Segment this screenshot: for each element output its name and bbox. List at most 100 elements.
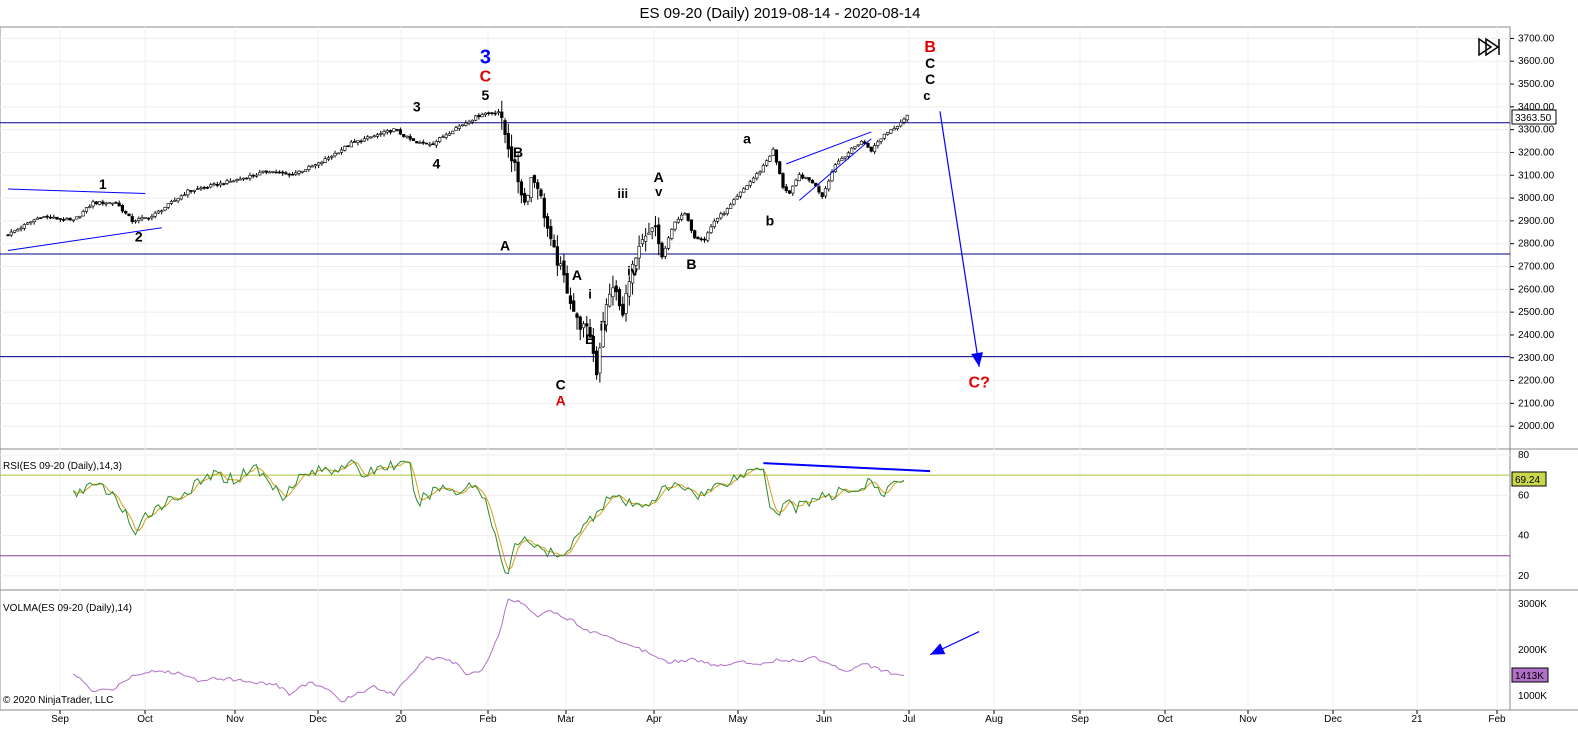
price-candle xyxy=(464,120,468,127)
price-candle xyxy=(326,155,331,162)
gridlines xyxy=(0,27,1510,710)
candle-body xyxy=(385,130,389,133)
wave-label: b xyxy=(766,212,775,228)
candle-body xyxy=(539,189,543,197)
wave-label: 5 xyxy=(482,87,490,103)
price-candle xyxy=(375,132,380,139)
price-candle xyxy=(333,150,337,158)
last-price-badge: 3363.50 xyxy=(1511,109,1557,125)
price-candle xyxy=(173,197,177,202)
price-candle xyxy=(787,190,792,194)
price-candle xyxy=(192,189,196,194)
candle-body xyxy=(261,170,265,173)
price-candle xyxy=(369,136,373,140)
candle-body xyxy=(424,142,429,145)
candle-body xyxy=(653,225,658,228)
candle-body xyxy=(666,237,671,249)
candle-body xyxy=(457,125,461,129)
candle-body xyxy=(160,210,164,213)
price-candle xyxy=(26,221,30,225)
rsi-trendline xyxy=(763,462,931,473)
price-candle xyxy=(474,115,478,122)
price-candle xyxy=(801,172,805,180)
price-candle xyxy=(209,182,213,189)
price-candle xyxy=(529,177,533,203)
candle-body xyxy=(290,173,295,176)
price-candle xyxy=(143,216,147,219)
candle-body xyxy=(215,183,219,186)
candle-body xyxy=(715,218,720,222)
price-candle xyxy=(52,214,56,219)
price-candle xyxy=(624,284,628,322)
price-candle xyxy=(745,184,749,190)
candle-body xyxy=(336,152,340,155)
price-candle xyxy=(895,125,900,131)
price-candle xyxy=(503,118,507,144)
price-candle xyxy=(506,123,510,158)
candle-body xyxy=(598,347,602,374)
candle-body xyxy=(529,177,533,198)
candle-body xyxy=(513,159,517,163)
candle-body xyxy=(483,112,488,116)
candle-body xyxy=(562,260,566,276)
wave-label: B xyxy=(924,39,936,56)
price-candle xyxy=(657,217,661,256)
candle-body xyxy=(218,182,223,186)
candle-body xyxy=(438,137,442,142)
price-candle xyxy=(794,178,798,187)
price-candle xyxy=(774,149,779,166)
price-candle xyxy=(902,117,906,125)
x-tick-label: Feb xyxy=(1488,714,1506,725)
candle-body xyxy=(617,289,622,307)
candle-body xyxy=(467,121,471,124)
candle-body xyxy=(536,182,540,190)
x-tick-label: Sep xyxy=(1071,714,1089,725)
candle-body xyxy=(696,237,700,240)
wave-label: 2 xyxy=(135,228,143,244)
price-candle xyxy=(78,215,82,219)
price-candle xyxy=(395,129,399,132)
candle-body xyxy=(647,232,651,235)
candle-body xyxy=(621,303,625,316)
price-candle xyxy=(882,133,886,141)
projection-arrow-head xyxy=(971,352,983,367)
candle-body xyxy=(379,133,383,135)
x-tick-label: 20 xyxy=(395,714,407,725)
price-candle xyxy=(330,154,334,160)
price-candle xyxy=(12,230,17,234)
price-candle xyxy=(55,216,59,220)
skip-to-end-icon[interactable] xyxy=(1478,37,1500,57)
price-candle xyxy=(196,185,200,190)
wave-label: A xyxy=(572,267,582,283)
volma-panel xyxy=(73,598,980,703)
candle-body xyxy=(549,226,553,240)
candle-body xyxy=(634,257,638,266)
price-candle xyxy=(65,217,69,221)
candle-body xyxy=(719,213,723,219)
candle-body xyxy=(26,222,30,225)
candle-body xyxy=(287,173,291,176)
price-candle xyxy=(601,311,605,348)
candle-body xyxy=(205,186,210,189)
price-candle xyxy=(680,212,684,222)
price-candle xyxy=(709,223,713,234)
candle-body xyxy=(451,130,455,135)
price-candle xyxy=(758,170,762,176)
candle-body xyxy=(765,160,769,166)
candle-body xyxy=(107,202,111,204)
price-candle xyxy=(212,182,216,187)
candle-body xyxy=(104,202,108,205)
price-candle xyxy=(405,135,409,139)
price-candle xyxy=(647,222,651,235)
price-candle xyxy=(768,155,772,162)
candle-body xyxy=(163,207,167,211)
x-tick-label: Jun xyxy=(816,714,832,725)
price-candle xyxy=(179,194,183,201)
price-candle xyxy=(248,172,252,181)
candle-body xyxy=(657,224,661,245)
candle-body xyxy=(405,135,409,138)
price-candle xyxy=(372,134,376,138)
candle-body xyxy=(320,161,324,164)
price-candle xyxy=(637,235,641,270)
candle-body xyxy=(503,120,507,135)
